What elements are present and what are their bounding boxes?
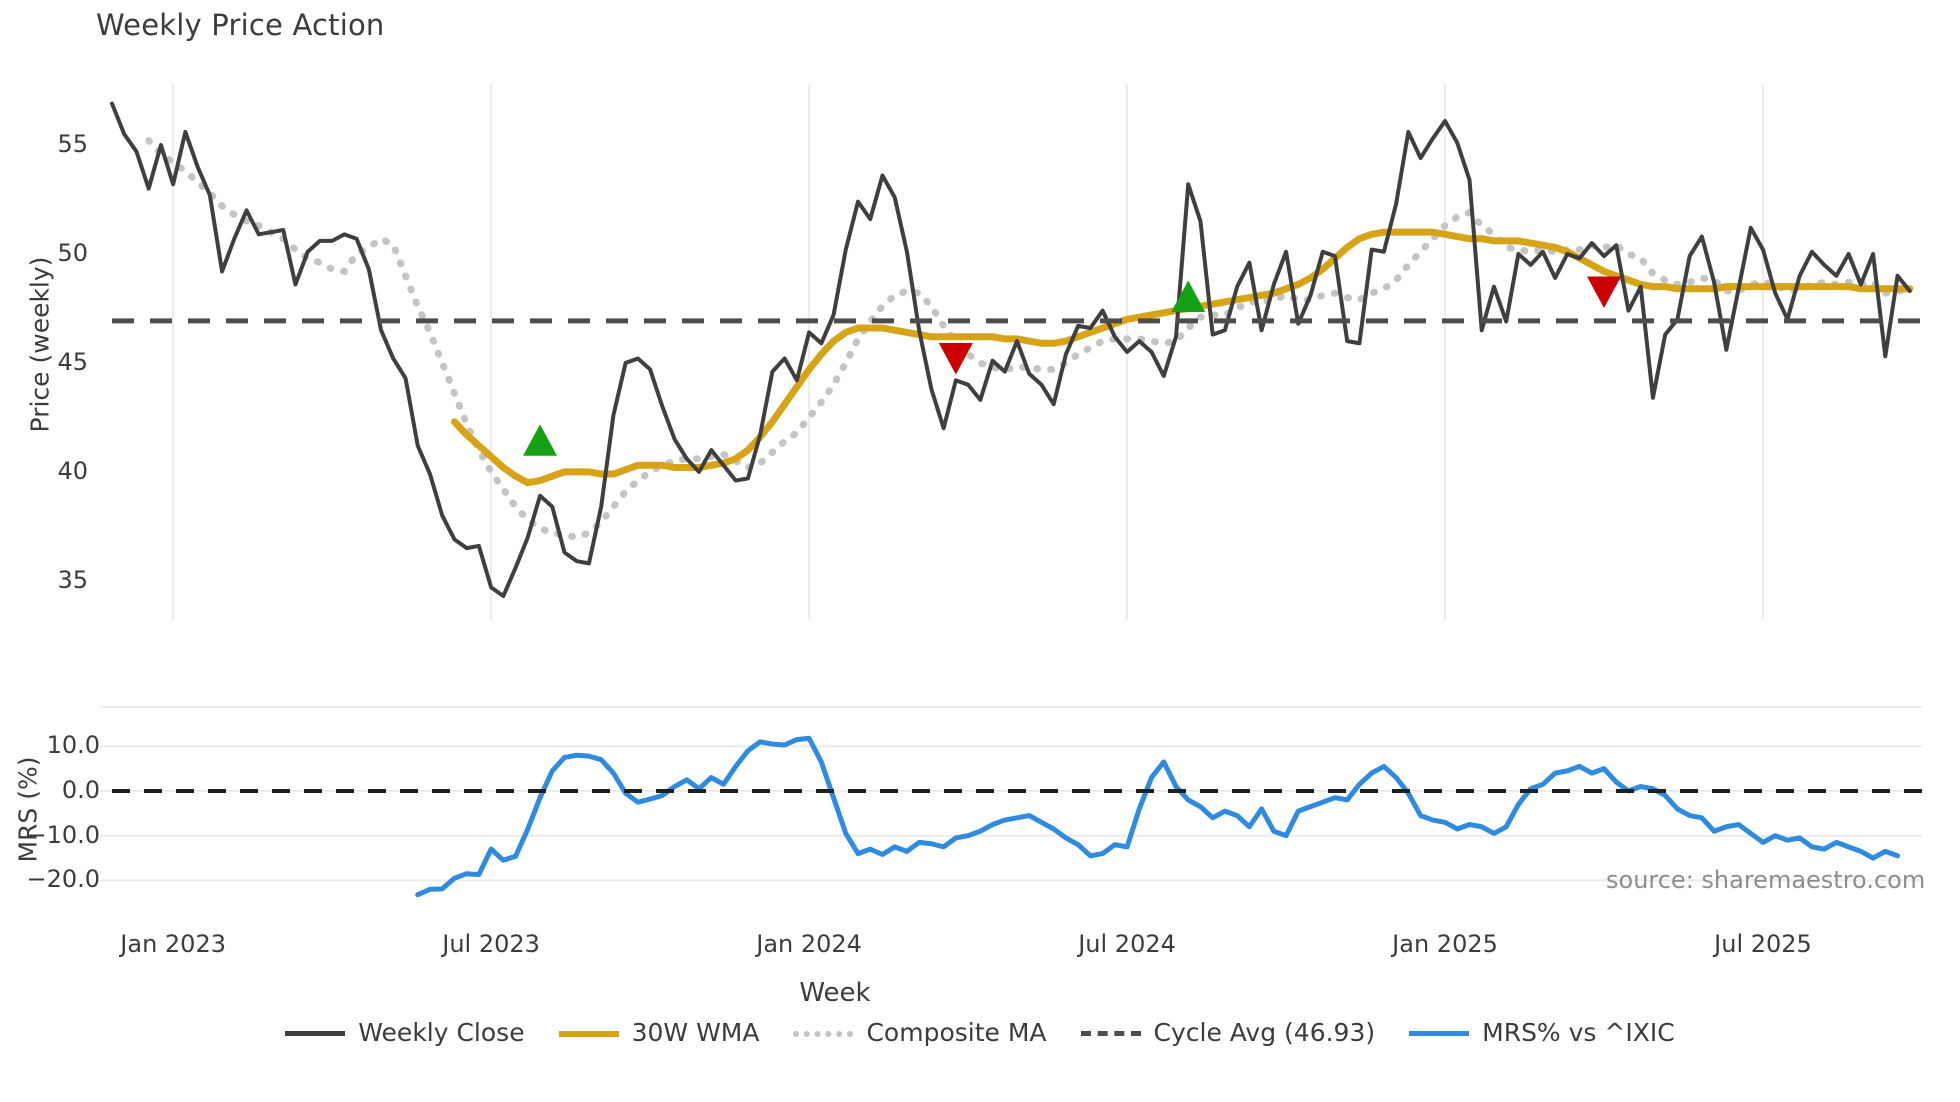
weekly-close-line (110, 101, 1912, 599)
legend-label: MRS% vs ^IXIC (1482, 1018, 1675, 1047)
price-y-tick: 40 (57, 456, 88, 485)
line-solid-gold-icon (558, 1022, 619, 1044)
page-title: Weekly Price Action (96, 8, 385, 42)
legend-item[interactable]: Cycle Avg (46.93) (1080, 1018, 1376, 1047)
x-tick: Jan 2025 (1392, 930, 1498, 958)
price-y-tick: 35 (57, 565, 88, 594)
x-tick: Jan 2023 (120, 930, 226, 958)
x-tick: Jul 2025 (1714, 930, 1812, 958)
price-y-tick: 45 (57, 347, 88, 376)
legend-label: Weekly Close (358, 1018, 525, 1047)
x-tick: Jul 2024 (1078, 930, 1176, 958)
buy-marker (1171, 280, 1206, 312)
line-dotted-icon (793, 1022, 854, 1044)
price-y-tick: 55 (57, 130, 88, 158)
mrs-y-tick: −20.0 (26, 865, 100, 894)
sell-marker (938, 342, 973, 375)
legend-label: 30W WMA (631, 1018, 760, 1047)
source-watermark: source: sharemaestro.com (1606, 866, 1926, 894)
chart-legend: Weekly Close 30W WMA Composite MA Cycle Avg… (0, 1018, 1960, 1047)
line-solid-dark-icon (285, 1022, 346, 1044)
buy-marker (523, 424, 558, 456)
mrs-y-tick: 10.0 (46, 731, 100, 760)
mrs-y-tick: −10.0 (26, 820, 100, 849)
sell-marker (1587, 276, 1622, 308)
mrs-line (415, 735, 1901, 898)
legend-item[interactable]: Composite MA (793, 1018, 1047, 1047)
x-axis-label: Week (799, 978, 871, 1008)
mrs-y-tick: 0.0 (61, 776, 100, 804)
legend-item[interactable]: MRS% vs ^IXIC (1409, 1018, 1675, 1047)
legend-label: Composite MA (866, 1018, 1047, 1047)
x-tick: Jul 2023 (442, 930, 540, 958)
legend-item[interactable]: Weekly Close (285, 1018, 525, 1047)
line-dashed-icon (1080, 1022, 1141, 1044)
price-y-tick: 50 (57, 238, 88, 267)
legend-label: Cycle Avg (46.93) (1153, 1018, 1376, 1047)
legend-item[interactable]: 30W WMA (558, 1018, 760, 1047)
line-solid-blue-icon (1409, 1022, 1470, 1044)
x-tick: Jan 2024 (756, 930, 862, 958)
